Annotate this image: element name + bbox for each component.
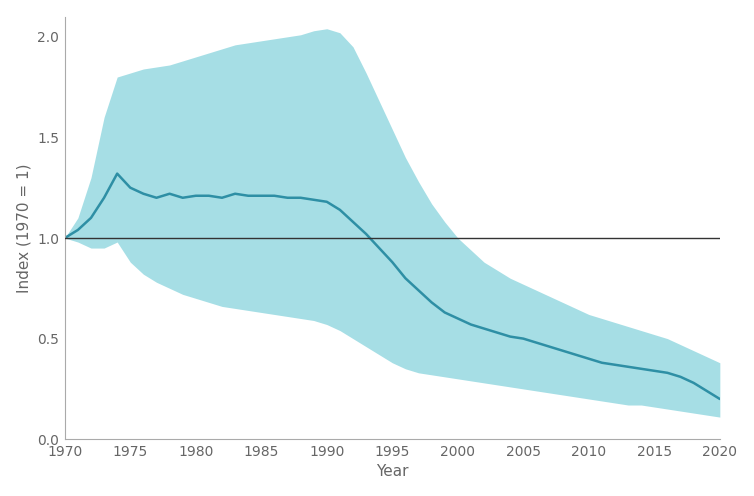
Y-axis label: Index (1970 = 1): Index (1970 = 1) [17,163,32,293]
X-axis label: Year: Year [376,464,409,479]
